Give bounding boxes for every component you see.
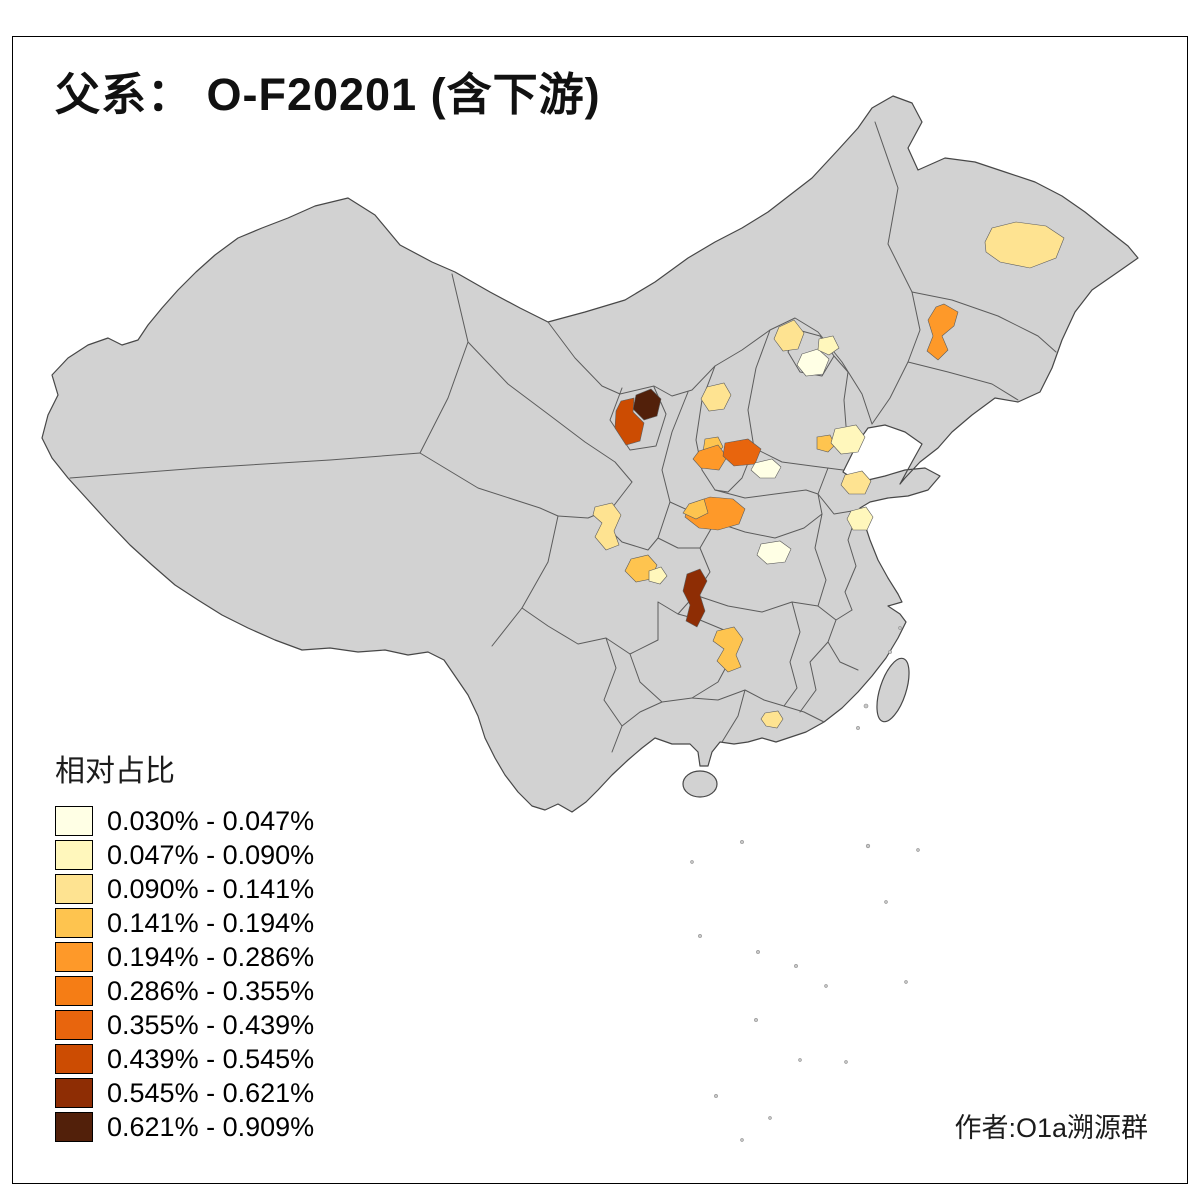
legend-swatch-color [55,1044,93,1074]
legend-item-label: 0.355% - 0.439% [107,1009,315,1040]
legend-item-label: 0.194% - 0.286% [107,941,315,972]
legend: 相对占比 0.030% - 0.047% 0.047% - 0.090% 0.0… [55,746,314,1144]
region-highlight-central-henan-pale [750,458,782,479]
legend-swatch-color [55,874,93,904]
legend-swatch-color [55,840,93,870]
legend-item-label: 0.141% - 0.194% [107,907,315,938]
legend-swatch-color [55,1112,93,1142]
highlight-regions [592,221,1065,729]
region-highlight-west-shandong [840,470,872,495]
legend-swatch [55,806,93,836]
legend-item-label: 0.439% - 0.545% [107,1043,315,1074]
legend-item: 0.090% - 0.141% [55,872,314,906]
region-highlight-south-hebei-small [816,434,836,453]
legend-item: 0.439% - 0.545% [55,1042,314,1076]
region-highlight-south-shaanxi-left [682,498,709,520]
region-highlight-west-heilongjiang [984,221,1065,269]
legend-item-label: 0.621% - 0.909% [107,1111,315,1142]
legend-swatch-color [55,908,93,938]
legend-swatch-color [55,976,93,1006]
legend-swatch [55,1078,93,1108]
legend-item-label: 0.047% - 0.090% [107,839,315,870]
legend-swatch [55,942,93,972]
legend-swatch [55,976,93,1006]
legend-item-label: 0.286% - 0.355% [107,975,315,1006]
attribution-text: 作者:O1a溯源群 [954,1113,1148,1143]
legend-item-label: 0.090% - 0.141% [107,873,315,904]
legend-item: 0.355% - 0.439% [55,1008,314,1042]
legend-swatch [55,1112,93,1142]
page-title: 父系： O-F20201 (含下游) [55,69,601,120]
legend-swatch [55,874,93,904]
region-highlight-ningxia-mid [614,397,645,446]
legend-item-label: 0.030% - 0.047% [107,805,315,836]
province-borders [69,121,1057,753]
china-mainland [41,95,1139,813]
region-highlight-chongqing-dark [682,568,708,628]
legend-item: 0.047% - 0.090% [55,838,314,872]
legend-item: 0.286% - 0.355% [55,974,314,1008]
legend-swatch [55,1044,93,1074]
legend-title: 相对占比 [55,755,175,788]
region-highlight-central-shanxi [700,382,732,412]
legend-item: 0.545% - 0.621% [55,1076,314,1110]
hainan-island [682,770,718,798]
region-highlight-west-liaoning [926,303,959,361]
legend-item: 0.194% - 0.286% [55,940,314,974]
region-highlight-south-gansu [592,502,622,551]
legend-swatch-color [55,1010,93,1040]
legend-swatch-color [55,1078,93,1108]
region-highlight-central-hubei [756,540,792,565]
region-highlight-north-beijing [773,319,805,352]
legend-item: 0.030% - 0.047% [55,804,314,838]
legend-swatch [55,908,93,938]
legend-swatch-color [55,942,93,972]
region-highlight-west-hunan [712,626,744,673]
legend-item: 0.621% - 0.909% [55,1110,314,1144]
legend-swatch-color [55,806,93,836]
region-highlight-south-hebei-pale [830,424,866,455]
region-highlight-north-guangdong [760,710,784,729]
legend-item-label: 0.545% - 0.621% [107,1077,315,1108]
minor-islands [690,626,920,1142]
region-highlight-north-jiangsu [846,506,874,531]
region-highlight-east-sichuan-pale [648,566,668,585]
legend-swatch [55,840,93,870]
taiwan-island [876,657,910,723]
region-highlight-west-henan-left [692,444,728,471]
region-highlight-beijing-small [817,335,840,356]
legend-swatch [55,1010,93,1040]
legend-item: 0.141% - 0.194% [55,906,314,940]
